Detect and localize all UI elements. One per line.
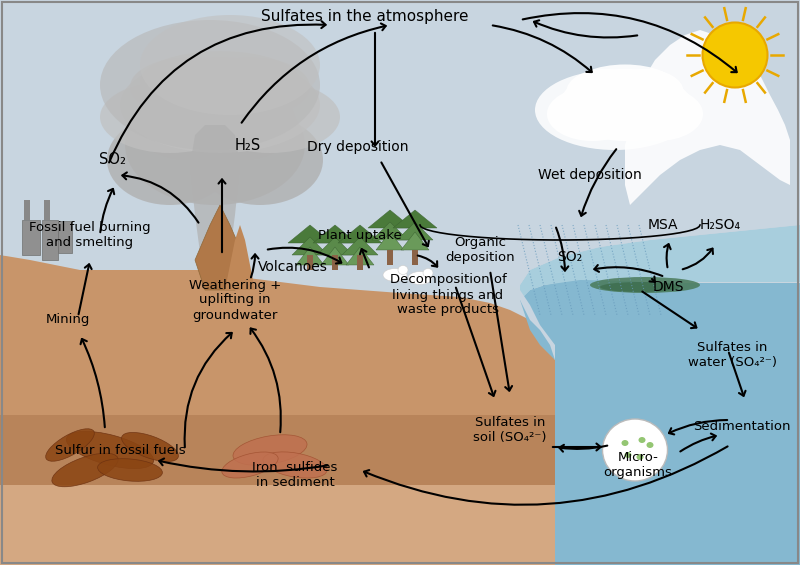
Polygon shape: [338, 225, 382, 243]
Polygon shape: [357, 255, 363, 270]
Ellipse shape: [637, 454, 643, 460]
Text: Decomposition of
living things and
waste products: Decomposition of living things and waste…: [390, 273, 506, 316]
Polygon shape: [24, 200, 30, 220]
Ellipse shape: [143, 77, 287, 153]
Ellipse shape: [188, 85, 296, 160]
Polygon shape: [307, 255, 313, 270]
Ellipse shape: [573, 64, 677, 110]
Text: Wet deposition: Wet deposition: [538, 168, 642, 182]
Polygon shape: [520, 280, 800, 565]
Ellipse shape: [638, 437, 646, 443]
Text: Plant uptake: Plant uptake: [318, 228, 402, 241]
Text: H₂S: H₂S: [235, 137, 261, 153]
Text: SO₂: SO₂: [558, 250, 582, 264]
Ellipse shape: [622, 440, 629, 446]
Polygon shape: [288, 225, 332, 243]
Ellipse shape: [140, 51, 300, 111]
Ellipse shape: [107, 115, 233, 205]
Ellipse shape: [100, 20, 320, 150]
Ellipse shape: [100, 81, 240, 153]
Polygon shape: [190, 125, 240, 290]
Text: Weathering +
uplifting in
groundwater: Weathering + uplifting in groundwater: [189, 279, 281, 321]
Ellipse shape: [134, 85, 242, 160]
Polygon shape: [22, 220, 40, 255]
Polygon shape: [321, 247, 349, 265]
Ellipse shape: [190, 57, 310, 117]
Polygon shape: [225, 225, 255, 290]
Polygon shape: [42, 220, 58, 260]
Polygon shape: [401, 232, 429, 250]
Polygon shape: [387, 250, 393, 265]
Polygon shape: [296, 247, 324, 265]
Text: Dry deposition: Dry deposition: [307, 140, 409, 154]
Ellipse shape: [612, 87, 703, 141]
Polygon shape: [44, 200, 50, 220]
Ellipse shape: [120, 57, 320, 153]
Ellipse shape: [398, 266, 408, 275]
Ellipse shape: [197, 115, 323, 205]
Text: H₂SO₄: H₂SO₄: [699, 218, 741, 232]
Polygon shape: [0, 255, 555, 565]
Ellipse shape: [383, 268, 407, 281]
Polygon shape: [368, 210, 412, 228]
Polygon shape: [0, 0, 800, 360]
Ellipse shape: [547, 87, 638, 141]
Ellipse shape: [600, 282, 680, 292]
Polygon shape: [412, 250, 418, 265]
Text: Sulfates in
water (SO₄²⁻): Sulfates in water (SO₄²⁻): [687, 341, 777, 369]
Text: Mining: Mining: [46, 314, 90, 327]
Ellipse shape: [602, 419, 667, 481]
Ellipse shape: [200, 81, 340, 153]
Polygon shape: [342, 237, 378, 255]
Ellipse shape: [560, 69, 690, 141]
Polygon shape: [0, 415, 555, 565]
Ellipse shape: [46, 429, 94, 461]
Polygon shape: [520, 225, 800, 300]
Ellipse shape: [233, 434, 307, 465]
Ellipse shape: [625, 452, 631, 458]
Polygon shape: [332, 255, 338, 270]
Ellipse shape: [66, 432, 154, 468]
Polygon shape: [397, 222, 433, 240]
Text: Volcanoes: Volcanoes: [258, 260, 328, 274]
Ellipse shape: [566, 69, 645, 114]
Polygon shape: [0, 485, 800, 565]
Text: Iron  sulfides
in sediment: Iron sulfides in sediment: [252, 461, 338, 489]
Text: Micro-
organisms: Micro- organisms: [603, 451, 673, 479]
Ellipse shape: [590, 277, 700, 293]
Polygon shape: [376, 232, 404, 250]
Ellipse shape: [702, 23, 767, 88]
Ellipse shape: [263, 452, 327, 478]
Ellipse shape: [606, 69, 683, 114]
Text: Sulfates in
soil (SO₄²⁻): Sulfates in soil (SO₄²⁻): [474, 416, 546, 444]
Polygon shape: [313, 225, 357, 243]
Text: SO₂: SO₂: [98, 153, 126, 167]
Polygon shape: [625, 30, 790, 205]
Ellipse shape: [140, 15, 320, 115]
Polygon shape: [195, 205, 245, 290]
Text: Organic
deposition: Organic deposition: [445, 236, 515, 264]
Ellipse shape: [535, 70, 695, 150]
Text: MSA: MSA: [648, 218, 678, 232]
Ellipse shape: [98, 459, 162, 481]
Polygon shape: [346, 247, 374, 265]
Text: Sulfates in the atmosphere: Sulfates in the atmosphere: [262, 10, 469, 24]
Ellipse shape: [222, 452, 278, 478]
Polygon shape: [372, 222, 408, 240]
Ellipse shape: [52, 453, 118, 487]
Ellipse shape: [423, 268, 433, 277]
Ellipse shape: [408, 272, 432, 285]
Ellipse shape: [646, 442, 654, 448]
Text: Sedimentation: Sedimentation: [694, 420, 790, 433]
Polygon shape: [317, 237, 353, 255]
Polygon shape: [58, 221, 72, 253]
Polygon shape: [292, 237, 328, 255]
Text: Sulfur in fossil fuels: Sulfur in fossil fuels: [54, 444, 186, 457]
Text: Fossil fuel burning
and smelting: Fossil fuel burning and smelting: [29, 221, 151, 249]
Ellipse shape: [125, 85, 305, 205]
Polygon shape: [393, 210, 437, 228]
Text: DMS: DMS: [652, 280, 684, 294]
Ellipse shape: [122, 432, 178, 462]
Ellipse shape: [130, 57, 250, 117]
